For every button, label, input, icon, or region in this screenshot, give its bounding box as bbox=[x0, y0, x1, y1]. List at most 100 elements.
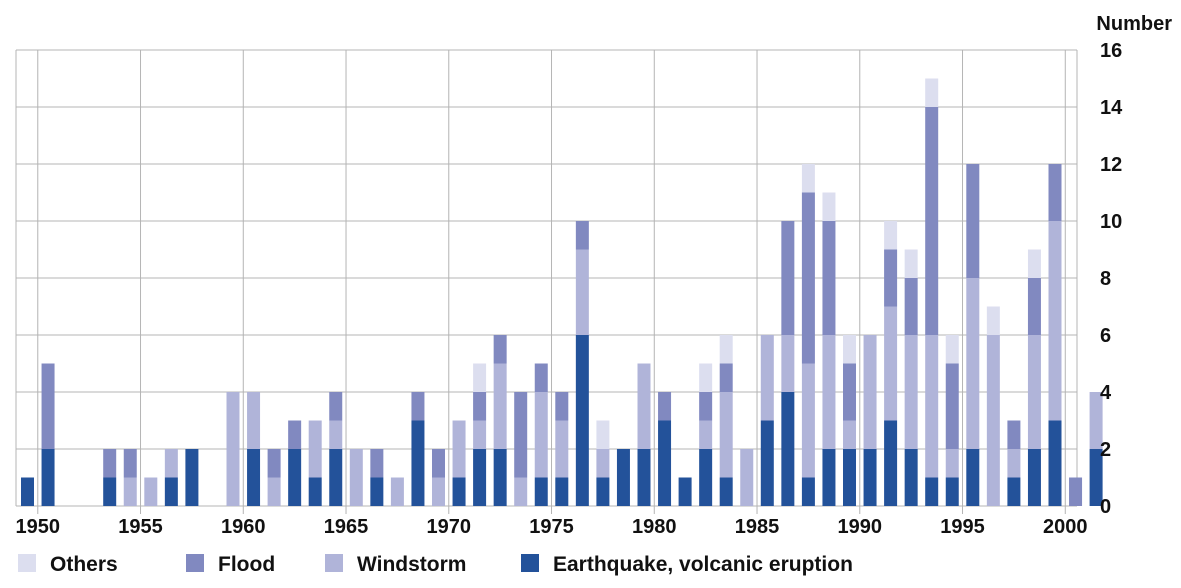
bar-segment bbox=[843, 363, 856, 421]
bar-segment bbox=[288, 449, 302, 506]
y-axis-label: Number bbox=[1096, 13, 1172, 35]
y-tick-label: 10 bbox=[1100, 211, 1122, 233]
bar-segment bbox=[555, 420, 569, 478]
bar-segment bbox=[884, 249, 898, 307]
bar-segment bbox=[658, 392, 672, 421]
y-tick-label: 4 bbox=[1100, 382, 1112, 404]
bar-segment bbox=[390, 477, 404, 506]
bar-segment bbox=[904, 249, 918, 278]
bar-segment bbox=[719, 392, 733, 478]
bar-segment bbox=[247, 392, 261, 449]
bar-segment bbox=[452, 477, 466, 506]
bar-segment bbox=[822, 192, 836, 221]
legend-label: Windstorm bbox=[357, 553, 466, 576]
bar-segment bbox=[1027, 278, 1041, 335]
bar-segment bbox=[452, 420, 466, 478]
bar-segment bbox=[925, 78, 939, 107]
y-tick-label: 14 bbox=[1100, 97, 1123, 119]
y-tick-label: 2 bbox=[1100, 439, 1111, 461]
bar-segment bbox=[843, 335, 856, 364]
bar-segment bbox=[1089, 392, 1103, 449]
x-tick-label: 2000 bbox=[1043, 516, 1088, 538]
bar-segment bbox=[473, 392, 487, 421]
bar-segment bbox=[411, 392, 425, 421]
bar-segment bbox=[966, 449, 980, 506]
bar-segment bbox=[699, 392, 713, 421]
bar-segment bbox=[288, 420, 302, 449]
bar-segment bbox=[801, 363, 815, 478]
bar-segment bbox=[247, 449, 261, 506]
bar-segment bbox=[945, 477, 959, 506]
bar-segment bbox=[349, 449, 363, 506]
bar-segment bbox=[966, 164, 980, 278]
bar-segment bbox=[884, 420, 898, 506]
bar-segment bbox=[904, 335, 918, 449]
bar-segment bbox=[1027, 449, 1041, 506]
legend-swatch bbox=[18, 554, 36, 572]
bar-segment bbox=[370, 449, 384, 478]
x-tick-label: 1970 bbox=[427, 516, 472, 538]
bar-segment bbox=[719, 363, 733, 392]
bar-segment bbox=[534, 392, 548, 478]
bar-segment bbox=[1027, 249, 1041, 278]
bar-segment bbox=[904, 449, 918, 506]
bar-segment bbox=[534, 477, 548, 506]
bar-segment bbox=[308, 420, 322, 478]
bar-segment bbox=[555, 392, 569, 421]
y-tick-label: 12 bbox=[1100, 154, 1122, 176]
bar-segment bbox=[103, 449, 117, 478]
y-tick-label: 8 bbox=[1100, 268, 1111, 290]
bar-segment bbox=[493, 335, 507, 364]
bar-segment bbox=[822, 335, 836, 449]
legend-label: Earthquake, volcanic eruption bbox=[553, 553, 853, 576]
bar-segment bbox=[329, 420, 343, 449]
bar-segment bbox=[678, 477, 692, 506]
bar-segment bbox=[514, 477, 528, 506]
bar-segment bbox=[1069, 477, 1083, 506]
bar-segment bbox=[966, 278, 980, 449]
bar-segment bbox=[103, 477, 117, 506]
bar-segment bbox=[575, 221, 589, 250]
bar-segment bbox=[637, 363, 651, 449]
bar-segment bbox=[822, 449, 836, 506]
bar-segment bbox=[534, 363, 548, 392]
bar-segment bbox=[1027, 335, 1041, 449]
bar-segment bbox=[370, 477, 384, 506]
bar-segment bbox=[575, 249, 589, 335]
bar-segment bbox=[801, 477, 815, 506]
bar-segment bbox=[164, 449, 178, 478]
bar-segment bbox=[432, 449, 445, 478]
bar-segment bbox=[843, 449, 856, 506]
bar-segment bbox=[822, 221, 836, 335]
bar-segment bbox=[843, 420, 856, 449]
x-tick-label: 1995 bbox=[940, 516, 985, 538]
bar-segment bbox=[760, 420, 774, 506]
bar-segment bbox=[411, 420, 425, 506]
bar-segment bbox=[329, 449, 343, 506]
bar-segment bbox=[41, 449, 55, 506]
bar-segment bbox=[308, 477, 322, 506]
y-tick-label: 6 bbox=[1100, 325, 1111, 347]
y-tick-label: 0 bbox=[1100, 496, 1111, 518]
legend-label: Others bbox=[50, 553, 118, 576]
bar-segment bbox=[699, 420, 713, 449]
bar-segment bbox=[699, 363, 713, 392]
bar-segment bbox=[740, 449, 754, 506]
x-tick-label: 1960 bbox=[221, 516, 266, 538]
bar-segment bbox=[473, 420, 487, 449]
bar-segment bbox=[267, 477, 281, 506]
bar-segment bbox=[781, 335, 795, 392]
bar-segment bbox=[493, 363, 507, 449]
bar-segment bbox=[863, 449, 877, 506]
legend-label: Flood bbox=[218, 553, 275, 576]
bar-segment bbox=[986, 335, 1000, 506]
bar-segment bbox=[637, 449, 651, 506]
bar-segment bbox=[1007, 477, 1021, 506]
x-tick-label: 1965 bbox=[324, 516, 369, 538]
bar-segment bbox=[658, 420, 672, 506]
bar-segment bbox=[1007, 449, 1021, 478]
grid-layer bbox=[15, 49, 1078, 514]
bar-segment bbox=[925, 107, 939, 335]
